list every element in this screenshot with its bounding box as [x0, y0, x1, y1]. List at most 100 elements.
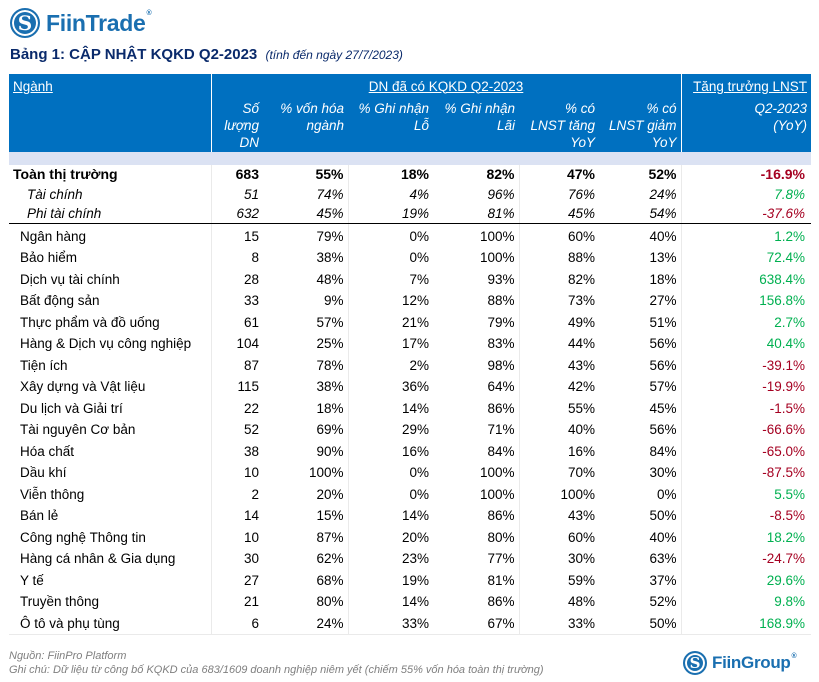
cell-loss: 0% [347, 223, 433, 247]
column-header-line: LNST tăng [530, 118, 595, 133]
cell-down: 24% [649, 186, 677, 202]
table-row: Xây dựng và Vật liệu 115 38% 36% 64% 42% 57% -1… [9, 376, 811, 398]
header-group-reported: DN đã có KQKD Q2-2023 [210, 74, 681, 98]
column-header: % có LNST giảm YoY [599, 98, 681, 152]
cell-name: Dầu khí [20, 465, 67, 481]
fiin-logo-icon: S [683, 651, 707, 675]
cell-up: 43% [518, 354, 599, 376]
cell-growth: 2.7% [680, 311, 811, 333]
cell-up: 76% [518, 184, 599, 204]
cell-profit: 71% [487, 422, 515, 438]
table-row: Bất động sản 33 9% 12% 88% 73% 27% 156.8% [9, 290, 811, 312]
cell-up: 60% [518, 526, 599, 548]
cell-count: 15 [210, 223, 263, 247]
cell-count: 104 [210, 333, 263, 355]
table-row: Ngân hàng 15 79% 0% 100% 60% 40% 1.2% [9, 223, 811, 247]
cell-count: 6 [210, 612, 263, 635]
cell-profit: 77% [487, 551, 515, 567]
cell-cap: 20% [316, 486, 344, 502]
cell-cap: 25% [316, 336, 344, 352]
cell-count: 87 [210, 354, 263, 376]
footer-note: Ghi chú: Dữ liệu từ công bố KQKD của 683… [9, 664, 544, 676]
cell-profit: 84% [487, 443, 515, 459]
cell-profit: 86% [487, 400, 515, 416]
cell-growth: -16.9% [680, 165, 811, 185]
cell-growth: 156.8% [680, 290, 811, 312]
cell-down: 13% [649, 250, 677, 266]
cell-profit: 67% [433, 612, 519, 635]
cell-profit: 93% [487, 271, 515, 287]
cell-count: 51 [210, 184, 263, 204]
cell-growth: -66.6% [680, 419, 811, 441]
cell-loss: 12% [347, 290, 433, 312]
table-row: Tài chính 51 74% 4% 96% 76% 24% 7.8% [9, 184, 811, 204]
cell-name: Tài chính [27, 186, 83, 202]
table-row: Du lịch và Giải trí 22 18% 14% 86% 55% 45% -1.5… [9, 397, 811, 419]
cell-growth: 29.6% [680, 569, 811, 591]
table-row: Dầu khí 10 100% 0% 100% 70% 30% -87.5% [9, 462, 811, 484]
cell-growth: 7.8% [680, 184, 811, 204]
cell-down: 27% [649, 293, 677, 309]
cell-count: 27 [210, 569, 263, 591]
cell-loss: 14% [347, 505, 433, 527]
cell-cap: 18% [316, 400, 344, 416]
cell-down: 18% [649, 271, 677, 287]
table-row: Truyền thông 21 80% 14% 86% 48% 52% 9.8% [9, 591, 811, 613]
cell-down: 40% [649, 229, 677, 244]
cell-profit: 100% [479, 229, 515, 244]
table-row: Dịch vụ tài chính 28 48% 7% 93% 82% 18% 638.4% [9, 268, 811, 290]
column-header-line: Lãi [496, 118, 515, 133]
cell-cap: 38% [316, 379, 344, 395]
cell-loss: 7% [347, 268, 433, 290]
cell-loss: 14% [347, 591, 433, 613]
cell-count: 115 [210, 376, 263, 398]
cell-up: 88% [518, 247, 599, 269]
cell-loss: 29% [347, 419, 433, 441]
column-header-line: % Ghi nhận [444, 101, 515, 116]
table-row: Toàn thị trường 683 55% 18% 82% 47% 52% -16.9% [9, 165, 811, 185]
cell-down: 54% [599, 204, 681, 224]
cell-loss: 19% [347, 569, 433, 591]
cell-name: Bán lẻ [20, 508, 59, 524]
column-header-line: lượng [224, 118, 259, 133]
cell-loss: 18% [347, 165, 433, 185]
cell-loss: 0% [347, 247, 433, 269]
cell-up: 45% [518, 204, 599, 224]
table-row: Phi tài chính 632 45% 19% 81% 45% 54% -37.6% [9, 204, 811, 224]
column-header-line: % có [564, 101, 595, 116]
header-blank [9, 98, 211, 152]
cell-up: 100% [518, 483, 599, 505]
cell-growth: -8.5% [680, 505, 811, 527]
cell-loss: 36% [347, 376, 433, 398]
footer-notes: Nguồn: FiinPro Platform Ghi chú: Dữ liệu… [9, 649, 544, 677]
column-header: Q2-2023 (YoY) [680, 98, 811, 152]
column-header: % Ghi nhận Lãi [433, 98, 519, 152]
cell-cap: 90% [316, 443, 344, 459]
column-header-line: % có [646, 101, 677, 116]
cell-loss: 17% [347, 333, 433, 355]
cell-name: Ngân hàng [20, 229, 87, 244]
column-header-line: YoY [651, 135, 677, 150]
cell-profit: 81% [487, 572, 515, 588]
cell-loss: 21% [347, 311, 433, 333]
header-group-growth-label: Tăng trưởng LNST [693, 78, 807, 94]
table-row: Hàng cá nhân & Gia dụng 30 62% 23% 77% 30% 63%… [9, 548, 811, 570]
cell-down: 52% [648, 166, 677, 183]
fiintrade-logo-text: FiinTrade® [46, 10, 152, 37]
cell-down: 57% [649, 379, 677, 395]
registered-mark: ® [791, 653, 797, 660]
cell-down: 37% [649, 572, 677, 588]
cell-cap: 9% [323, 293, 344, 309]
cell-down: 52% [649, 594, 677, 610]
cell-loss: 4% [347, 184, 433, 204]
cell-down: 45% [649, 400, 677, 416]
cell-name: Công nghệ Thông tin [20, 529, 146, 545]
header-group-reported-label: DN đã có KQKD Q2-2023 [368, 78, 524, 94]
cell-count: 30 [210, 548, 263, 570]
cell-growth: 1.2% [680, 223, 811, 247]
cell-cap: 100% [308, 465, 344, 481]
column-header-line: Q2-2023 [754, 101, 807, 116]
band-cell [9, 152, 811, 165]
column-header-line: Số [242, 101, 259, 116]
cell-cap: 87% [316, 529, 344, 545]
